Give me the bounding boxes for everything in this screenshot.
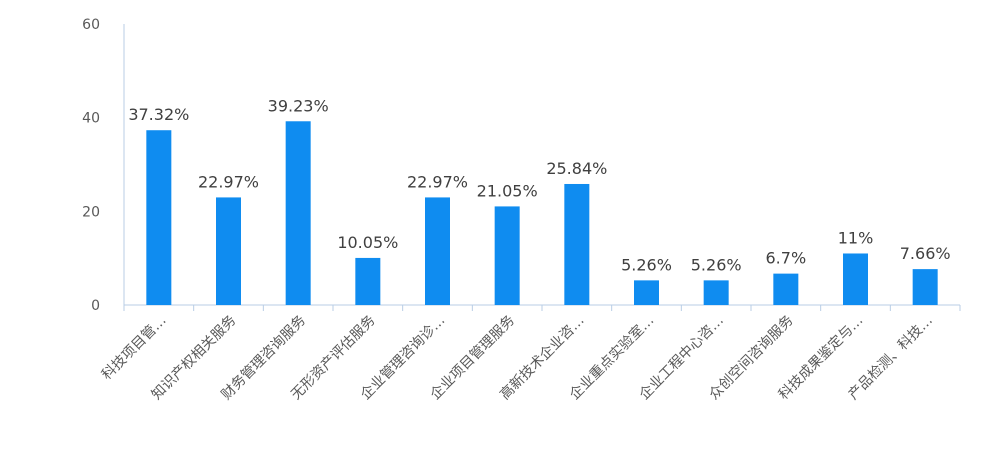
data-label: 37.32% — [128, 105, 189, 124]
data-label: 5.26% — [691, 255, 742, 274]
bar — [912, 269, 938, 305]
data-labels-group: 37.32% 22.97% 39.23% 10.05% 22.97% 21.05% 25.8… — [128, 96, 950, 274]
data-label: 21.05% — [477, 181, 538, 200]
bar — [634, 280, 659, 305]
data-label: 22.97% — [407, 172, 468, 191]
bar — [564, 183, 590, 305]
data-label: 10.05% — [337, 233, 398, 252]
data-label: 11% — [838, 228, 874, 247]
category-labels-group: 科技项目管…知识产权相关服务财务管理咨询服务无形资产评估服务企业管理咨询诊…企业… — [99, 312, 936, 403]
data-label: 25.84% — [546, 159, 607, 178]
bar — [425, 197, 450, 305]
bar — [773, 273, 799, 305]
bar — [355, 257, 381, 305]
data-label: 6.7% — [766, 249, 807, 268]
bar — [494, 206, 520, 305]
bar — [285, 121, 311, 306]
data-label: 7.66% — [900, 244, 951, 263]
bar — [703, 280, 729, 305]
x-axis — [123, 304, 961, 311]
data-label: 22.97% — [198, 172, 259, 191]
y-tick-label: 20 — [82, 204, 100, 220]
y-tick-label: 60 — [82, 17, 100, 33]
y-axis: 0 20 40 60 — [82, 17, 125, 314]
bars-group — [146, 121, 938, 306]
data-label: 39.23% — [268, 96, 329, 115]
y-tick-label: 0 — [91, 298, 100, 314]
data-label: 5.26% — [621, 255, 672, 274]
bar — [843, 253, 868, 305]
bar — [216, 197, 241, 305]
category-label: 科技项目管… — [99, 313, 170, 384]
y-tick-label: 40 — [82, 111, 100, 127]
bar — [146, 130, 172, 305]
